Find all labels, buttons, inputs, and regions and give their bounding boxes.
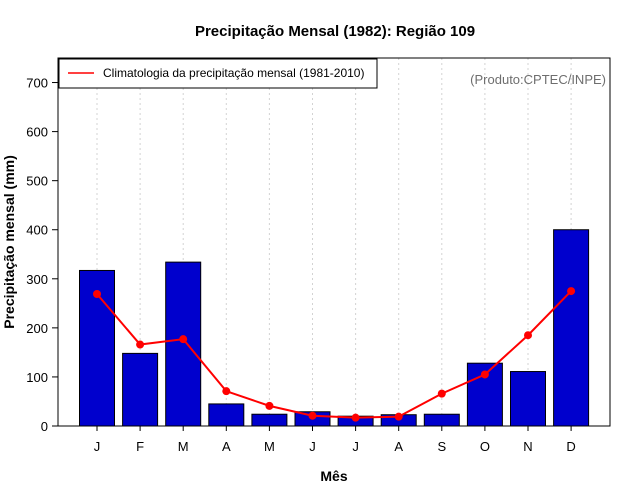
x-axis-label: Mês — [320, 468, 347, 484]
y-tick-label: 700 — [26, 76, 48, 91]
legend-box — [58, 58, 378, 89]
y-tick-label: 500 — [26, 174, 48, 189]
x-tick-label: F — [136, 439, 144, 454]
climatology-point-12 — [567, 287, 576, 296]
bars — [79, 229, 590, 427]
bar-a-4 — [208, 403, 245, 427]
x-tick-label: J — [94, 439, 101, 454]
climatology-point-7 — [351, 413, 360, 422]
climatology-point-2 — [136, 340, 145, 349]
chart-title: Precipitação Mensal (1982): Região 109 — [195, 23, 475, 40]
bar-n-11 — [510, 371, 546, 427]
climatology-point-8 — [394, 412, 403, 421]
bar-f-2 — [122, 352, 159, 427]
x-tick-label: J — [309, 439, 316, 454]
x-tick-label: A — [394, 439, 403, 454]
y-tick-label: 400 — [26, 223, 48, 238]
y-tick-label: 600 — [26, 125, 48, 140]
climatology-point-5 — [265, 401, 274, 410]
x-tick-label: N — [523, 439, 532, 454]
x-tick-label: S — [437, 439, 446, 454]
climatology-point-1 — [93, 290, 101, 299]
x-tick-label: O — [480, 439, 490, 454]
climatology-point-3 — [179, 335, 188, 344]
climatology-point-4 — [222, 387, 231, 396]
bar-m-3 — [165, 261, 202, 427]
legend-label: Climatologia da precipitação mensal (198… — [103, 66, 364, 80]
x-tick-label: D — [566, 439, 575, 454]
y-tick-label: 0 — [41, 419, 48, 434]
climatology-series-line — [96, 290, 572, 419]
bar-d-12 — [553, 229, 590, 427]
y-axis: 0 100 200 300 400 500 600 700 — [26, 76, 58, 434]
x-tick-label: A — [222, 439, 231, 454]
x-tick-label: M — [264, 439, 275, 454]
y-axis-label: Precipitação mensal (mm) — [1, 155, 17, 329]
y-tick-label: 200 — [26, 321, 48, 336]
climatology-point-6 — [308, 411, 317, 420]
x-tick-label: M — [178, 439, 189, 454]
climatology-line — [93, 287, 576, 422]
y-tick-label: 300 — [26, 272, 48, 287]
bar-s-9 — [423, 413, 460, 427]
legend: Climatologia da precipitação mensal (198… — [58, 58, 378, 89]
bar-m-5 — [251, 413, 288, 427]
climatology-point-11 — [524, 331, 532, 340]
climatology-point-10 — [480, 370, 489, 379]
y-tick-label: 100 — [26, 370, 48, 385]
x-tick-label: J — [352, 439, 359, 454]
climatology-point-9 — [437, 389, 446, 398]
product-credit: (Produto:CPTEC/INPE) — [470, 72, 606, 87]
plot-frame — [57, 57, 611, 427]
